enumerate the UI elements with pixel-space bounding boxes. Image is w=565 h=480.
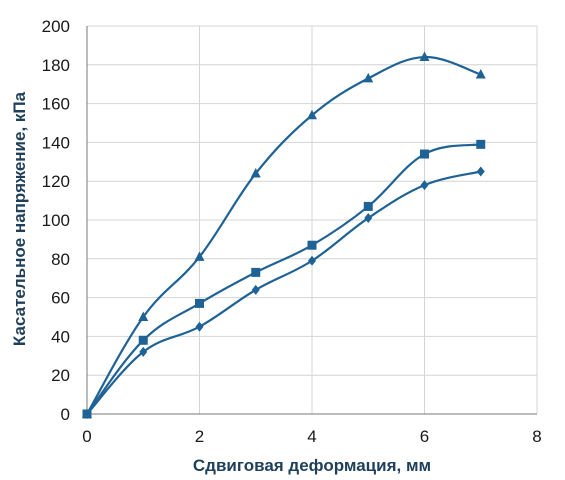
- data-point: [83, 409, 91, 419]
- data-point: [139, 346, 148, 357]
- data-point: [251, 284, 260, 295]
- data-point: [364, 213, 373, 224]
- data-point: [195, 321, 204, 332]
- data-point: [476, 166, 485, 177]
- data-point: [476, 139, 486, 149]
- series-line: [86, 55, 482, 415]
- y-tick-label: 0: [61, 405, 70, 424]
- y-axis-title: Касательное напряжение, кПа: [10, 91, 29, 346]
- y-tick-label: 180: [42, 56, 70, 75]
- x-tick-label: 8: [532, 427, 541, 446]
- y-tick-label: 100: [42, 211, 70, 230]
- data-point: [419, 51, 430, 62]
- series-group: [82, 51, 486, 419]
- y-tick-label: 160: [42, 95, 70, 114]
- data-point: [420, 149, 429, 159]
- data-point: [194, 251, 205, 261]
- data-point: [138, 335, 148, 345]
- y-tick-label: 40: [51, 327, 70, 346]
- grid: [87, 25, 538, 414]
- data-point: [475, 69, 486, 79]
- x-tick-label: 4: [307, 427, 316, 446]
- data-point: [420, 180, 429, 191]
- x-tick-label: 6: [420, 427, 429, 446]
- data-point: [363, 201, 373, 211]
- x-axis-title: Сдвиговая деформация, мм: [193, 456, 431, 475]
- data-point: [363, 72, 374, 83]
- data-point: [195, 298, 204, 308]
- data-point: [307, 109, 317, 120]
- y-tick-label: 140: [42, 133, 70, 152]
- tick-labels: 0 20 40 60 80 100 120 140 160 180 200 0 2 4 6 8: [42, 17, 542, 446]
- y-tick-label: 120: [42, 172, 70, 191]
- y-tick-label: 60: [51, 289, 70, 308]
- x-tick-label: 0: [82, 427, 91, 446]
- data-point: [308, 255, 316, 266]
- y-tick-label: 80: [51, 250, 70, 269]
- series-line: [86, 170, 482, 415]
- y-tick-label: 200: [42, 17, 70, 36]
- data-point: [251, 267, 261, 277]
- data-point: [250, 167, 261, 178]
- series-diamond: [83, 166, 485, 419]
- data-point: [307, 240, 317, 250]
- x-tick-label: 2: [195, 427, 204, 446]
- y-tick-label: 20: [51, 366, 70, 385]
- axes: [86, 26, 537, 415]
- series-triangle: [82, 51, 486, 418]
- data-point: [138, 311, 149, 321]
